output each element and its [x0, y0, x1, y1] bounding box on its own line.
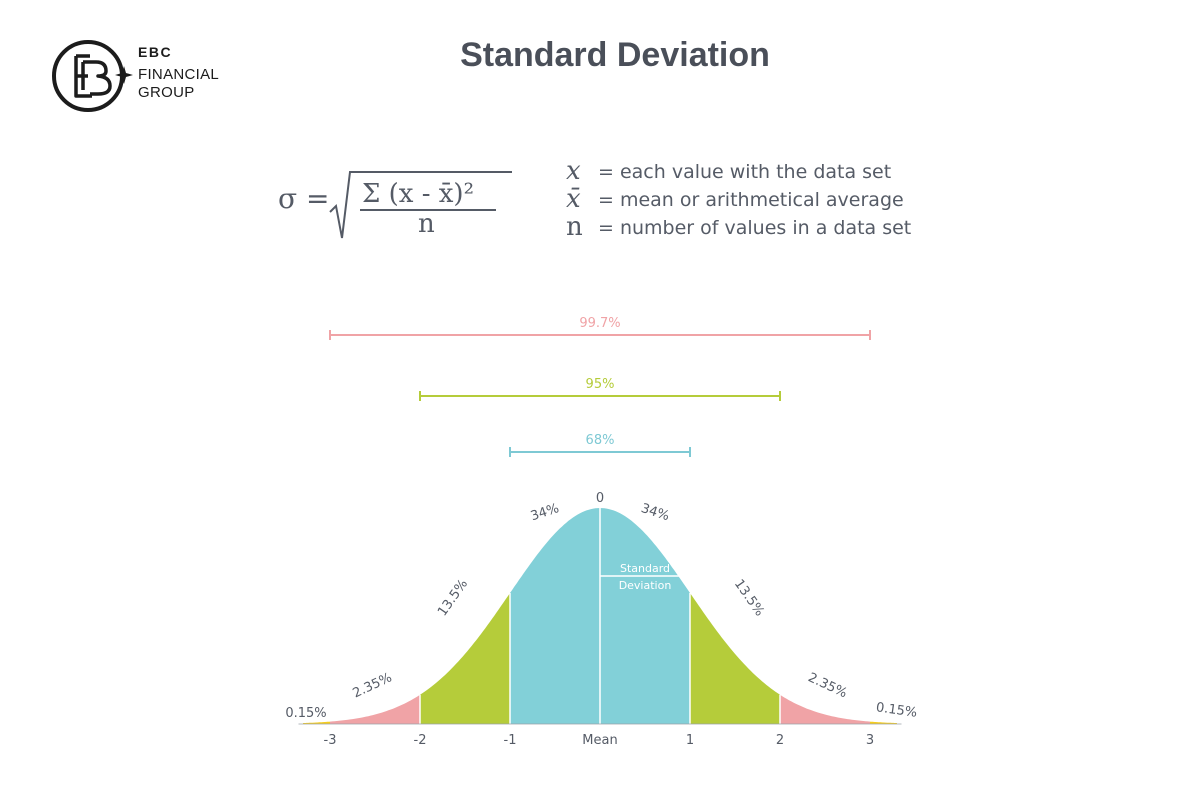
x-tick-label: -3 [324, 733, 337, 748]
logo-line-2: FINANCIAL [138, 66, 220, 83]
curve-region [780, 694, 870, 724]
ebc-emblem-icon [52, 40, 133, 112]
legend-text: = each value with the data set [598, 161, 892, 183]
bell-curve-regions [298, 508, 902, 725]
x-tick-label: 1 [686, 733, 694, 748]
x-tick-label: Mean [582, 733, 617, 748]
formula-denominator: n [418, 209, 435, 239]
region-percent-label: 34% [529, 501, 561, 524]
std-dev-label: Deviation [619, 579, 672, 592]
range-bars: 99.7% 95% 68% [329, 316, 871, 457]
region-percent-label: 13.5% [731, 577, 767, 619]
curve-region [330, 694, 420, 724]
curve-region [510, 508, 600, 724]
region-percent-label: 0.15% [285, 706, 326, 721]
legend-symbol: x [566, 156, 581, 186]
range-label: 95% [586, 377, 615, 392]
page-title: Standard Deviation [460, 36, 770, 74]
std-dev-formula: σ = Σ (x - x̄)² n [276, 160, 526, 250]
std-dev-label: Standard [620, 562, 670, 575]
x-tick-label: -1 [504, 733, 517, 748]
x-tick-label: -2 [414, 733, 427, 748]
peak-label: 0 [596, 491, 604, 506]
curve-region [600, 508, 690, 724]
legend-symbol: x̄ [566, 184, 581, 214]
range-label: 68% [586, 433, 615, 448]
x-tick-label: 3 [866, 733, 874, 748]
ebc-logo: EBC FINANCIAL GROUP [50, 38, 240, 114]
region-percent-label: 34% [639, 501, 671, 524]
legend-row-n: n = number of values in a data set [566, 214, 946, 242]
curve-region [303, 721, 330, 724]
formula-lhs: σ = [278, 182, 329, 215]
sqrt-sign [329, 171, 512, 239]
formula-numerator: Σ (x - x̄)² [362, 179, 474, 209]
logo-line-3: GROUP [138, 84, 195, 101]
legend-row-x: x = each value with the data set [566, 158, 946, 186]
formula-legend: x = each value with the data set x̄ = me… [566, 158, 946, 242]
legend-row-xbar: x̄ = mean or arithmetical average [566, 186, 946, 214]
region-percent-label: 2.35% [351, 670, 395, 701]
region-percent-label: 2.35% [806, 670, 850, 701]
x-tick-label: 2 [776, 733, 784, 748]
curve-region [690, 593, 780, 724]
legend-symbol: n [566, 212, 583, 242]
range-label: 99.7% [579, 316, 620, 331]
curve-region [870, 721, 897, 724]
region-percent-label: 13.5% [435, 577, 471, 619]
logo-line-1: EBC [138, 44, 173, 60]
curve-region [420, 593, 510, 724]
legend-text: = mean or arithmetical average [598, 189, 904, 211]
legend-text: = number of values in a data set [598, 217, 912, 239]
region-percent-label: 0.15% [875, 700, 918, 721]
